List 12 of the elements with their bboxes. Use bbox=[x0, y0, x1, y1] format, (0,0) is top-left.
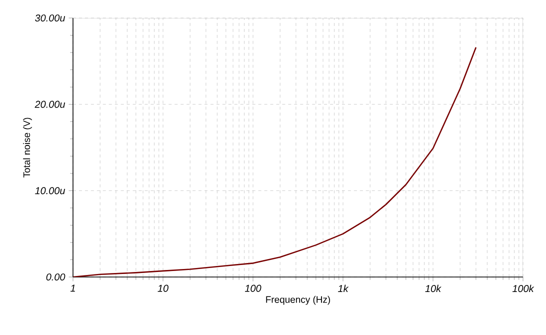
x-axis-title: Frequency (Hz) bbox=[266, 296, 330, 305]
x-tick-label: 100k bbox=[512, 284, 534, 292]
x-tick-label: 10k bbox=[425, 284, 442, 292]
y-tick-label: 30.00u bbox=[35, 14, 66, 22]
y-tick-label: 20.00u bbox=[34, 100, 66, 108]
x-tick-label: 10 bbox=[158, 284, 168, 292]
x-tick-label: 1k bbox=[338, 284, 349, 292]
y-tick-label: 0.00 bbox=[46, 273, 66, 281]
x-tick-label: 100 bbox=[244, 284, 262, 292]
y-tick-label: 10.00u bbox=[35, 187, 66, 194]
y-axis-title: Total noise (V) bbox=[23, 118, 32, 178]
x-tick-label: 1 bbox=[70, 284, 75, 292]
